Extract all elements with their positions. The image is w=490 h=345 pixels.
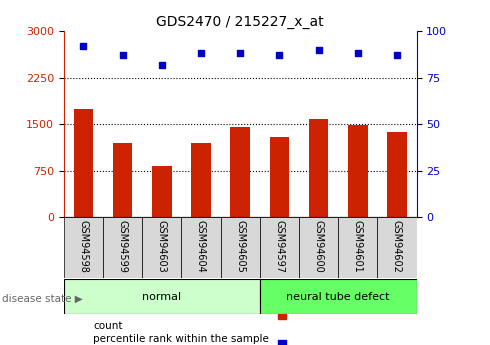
Point <box>393 52 401 58</box>
Bar <box>142 217 181 278</box>
Bar <box>220 217 260 278</box>
Text: GSM94605: GSM94605 <box>235 220 245 273</box>
Text: percentile rank within the sample: percentile rank within the sample <box>93 334 269 344</box>
Point <box>275 52 283 58</box>
Bar <box>64 217 103 278</box>
Text: GSM94601: GSM94601 <box>353 220 363 273</box>
Point <box>197 51 205 56</box>
Bar <box>74 109 93 217</box>
Text: GSM94598: GSM94598 <box>78 220 88 273</box>
Bar <box>260 217 299 278</box>
Text: count: count <box>93 321 122 331</box>
Text: GSM94597: GSM94597 <box>274 220 284 273</box>
Title: GDS2470 / 215227_x_at: GDS2470 / 215227_x_at <box>156 14 324 29</box>
Text: GSM94602: GSM94602 <box>392 220 402 273</box>
Point <box>236 51 244 56</box>
Bar <box>338 217 377 278</box>
Point <box>278 313 286 318</box>
Bar <box>113 143 132 217</box>
Bar <box>377 217 416 278</box>
Bar <box>103 217 142 278</box>
Bar <box>348 126 368 217</box>
Point <box>354 51 362 56</box>
Text: GSM94604: GSM94604 <box>196 220 206 273</box>
Bar <box>270 137 289 217</box>
Bar <box>299 217 338 278</box>
Point <box>158 62 166 67</box>
Point <box>79 43 87 49</box>
Bar <box>309 119 328 217</box>
Bar <box>387 132 407 217</box>
Text: GSM94603: GSM94603 <box>157 220 167 273</box>
Bar <box>260 279 416 314</box>
Text: GSM94600: GSM94600 <box>314 220 323 273</box>
Bar <box>230 127 250 217</box>
Bar <box>181 217 221 278</box>
Bar <box>191 143 211 217</box>
Text: GSM94599: GSM94599 <box>118 220 127 273</box>
Point <box>278 341 286 345</box>
Point <box>119 52 126 58</box>
Text: disease state ▶: disease state ▶ <box>2 294 83 303</box>
Point <box>315 47 322 52</box>
Text: neural tube defect: neural tube defect <box>286 292 390 302</box>
Text: normal: normal <box>142 292 181 302</box>
Bar <box>64 279 260 314</box>
Bar <box>152 166 172 217</box>
